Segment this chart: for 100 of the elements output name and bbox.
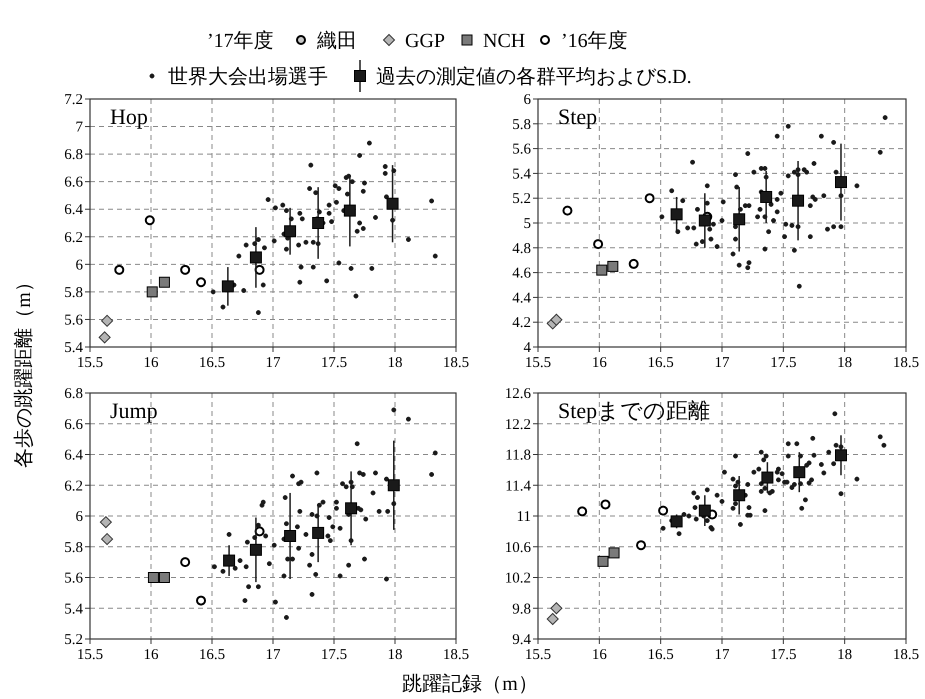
y-axis-title: 各歩の跳躍距離（m） xyxy=(13,272,35,468)
y-tick-label: 9.4 xyxy=(512,632,532,648)
x-tick-label: 18.5 xyxy=(442,355,470,371)
point xyxy=(312,526,324,539)
point xyxy=(607,260,618,272)
x-tick-label: 18 xyxy=(837,647,852,663)
point xyxy=(670,208,683,220)
y-tick-label: 12.6 xyxy=(504,386,532,402)
y-tick-label: 6.8 xyxy=(64,386,83,402)
chart-title: Jump xyxy=(110,398,158,423)
legend-label: NCH xyxy=(483,30,526,52)
point xyxy=(546,613,559,626)
y-tick-label: 5.4 xyxy=(64,601,84,618)
y-tick-label: 5.4 xyxy=(512,166,532,182)
x-axis-title: 跳躍記録（m） xyxy=(402,673,538,695)
y-tick-label: 5.6 xyxy=(64,570,84,586)
y-tick-label: 5 xyxy=(524,216,531,232)
point xyxy=(254,264,265,275)
point xyxy=(180,557,190,568)
y-tick-label: 4.2 xyxy=(512,315,531,332)
point xyxy=(388,479,400,492)
point xyxy=(658,506,668,516)
x-tick-label: 17.5 xyxy=(770,355,796,371)
y-tick-label: 9.8 xyxy=(512,601,531,618)
point xyxy=(101,533,114,546)
legend-label: 世界大会出場選手 xyxy=(168,66,328,88)
legend-label: ’16年度 xyxy=(561,30,628,52)
point xyxy=(344,204,356,217)
y-tick-label: 12.2 xyxy=(504,416,531,433)
x-tick-label: 18 xyxy=(388,355,402,371)
point xyxy=(158,276,170,288)
point xyxy=(608,547,620,558)
x-tick-label: 18 xyxy=(388,647,402,663)
x-tick-label: 16 xyxy=(144,355,159,371)
point xyxy=(733,489,746,502)
point xyxy=(698,214,711,227)
y-tick-label: 4.4 xyxy=(512,290,532,306)
point xyxy=(598,556,609,567)
point xyxy=(101,314,114,327)
y-tick-label: 4.8 xyxy=(512,240,531,257)
point xyxy=(250,251,262,264)
point xyxy=(644,193,655,204)
x-tick-label: 16.5 xyxy=(648,647,674,663)
x-tick-label: 18 xyxy=(837,355,852,371)
y-tick-label: 6.2 xyxy=(64,230,83,246)
x-tick-label: 17 xyxy=(266,647,281,663)
y-tick-label: 11.4 xyxy=(505,478,532,494)
point xyxy=(577,506,588,516)
y-tick-label: 6.2 xyxy=(64,478,83,494)
x-tick-label: 17.5 xyxy=(320,647,348,663)
point xyxy=(550,314,562,326)
y-tick-label: 5.4 xyxy=(64,340,84,356)
x-tick-label: 16 xyxy=(592,355,608,371)
point xyxy=(222,280,234,292)
x-tick-label: 18.5 xyxy=(442,647,470,663)
point xyxy=(312,217,324,229)
point xyxy=(698,504,711,517)
x-tick-label: 15.5 xyxy=(76,647,104,663)
point xyxy=(284,225,296,238)
x-tick-label: 15.5 xyxy=(524,355,552,371)
y-tick-label: 5.8 xyxy=(64,284,83,301)
legend-label: 過去の測定値の各群平均およびS.D. xyxy=(376,66,692,88)
point xyxy=(180,264,190,275)
point xyxy=(793,466,806,478)
point xyxy=(628,258,639,269)
y-tick-label: 7.2 xyxy=(64,92,83,108)
x-tick-label: 17.5 xyxy=(770,647,796,663)
point xyxy=(100,516,112,528)
point xyxy=(144,215,155,226)
point xyxy=(250,544,262,556)
chart-title: Stepまでの距離 xyxy=(558,398,710,423)
point xyxy=(834,176,847,188)
legend-label: GGP xyxy=(405,30,446,52)
y-tick-label: 7 xyxy=(76,120,84,136)
point xyxy=(223,554,236,567)
point xyxy=(196,596,206,606)
y-tick-label: 6.8 xyxy=(64,147,83,164)
y-tick-label: 4.6 xyxy=(512,266,532,282)
y-tick-label: 6 xyxy=(76,509,84,525)
point xyxy=(345,502,358,514)
point xyxy=(636,540,646,550)
point xyxy=(98,331,111,344)
y-tick-label: 11 xyxy=(516,509,531,525)
chart-title: Hop xyxy=(110,104,148,129)
y-tick-label: 10.2 xyxy=(504,570,531,586)
point xyxy=(114,264,124,275)
point xyxy=(146,286,158,298)
point xyxy=(760,190,772,203)
y-tick-label: 5.8 xyxy=(64,540,83,556)
point xyxy=(148,572,159,583)
x-tick-label: 18.5 xyxy=(892,355,920,371)
point xyxy=(733,213,746,226)
point xyxy=(792,194,804,207)
x-tick-label: 15.5 xyxy=(76,355,104,371)
y-tick-label: 5.2 xyxy=(64,632,83,648)
point xyxy=(600,499,610,510)
point xyxy=(386,198,399,210)
point xyxy=(596,264,608,276)
point xyxy=(761,472,774,484)
point xyxy=(562,206,572,216)
